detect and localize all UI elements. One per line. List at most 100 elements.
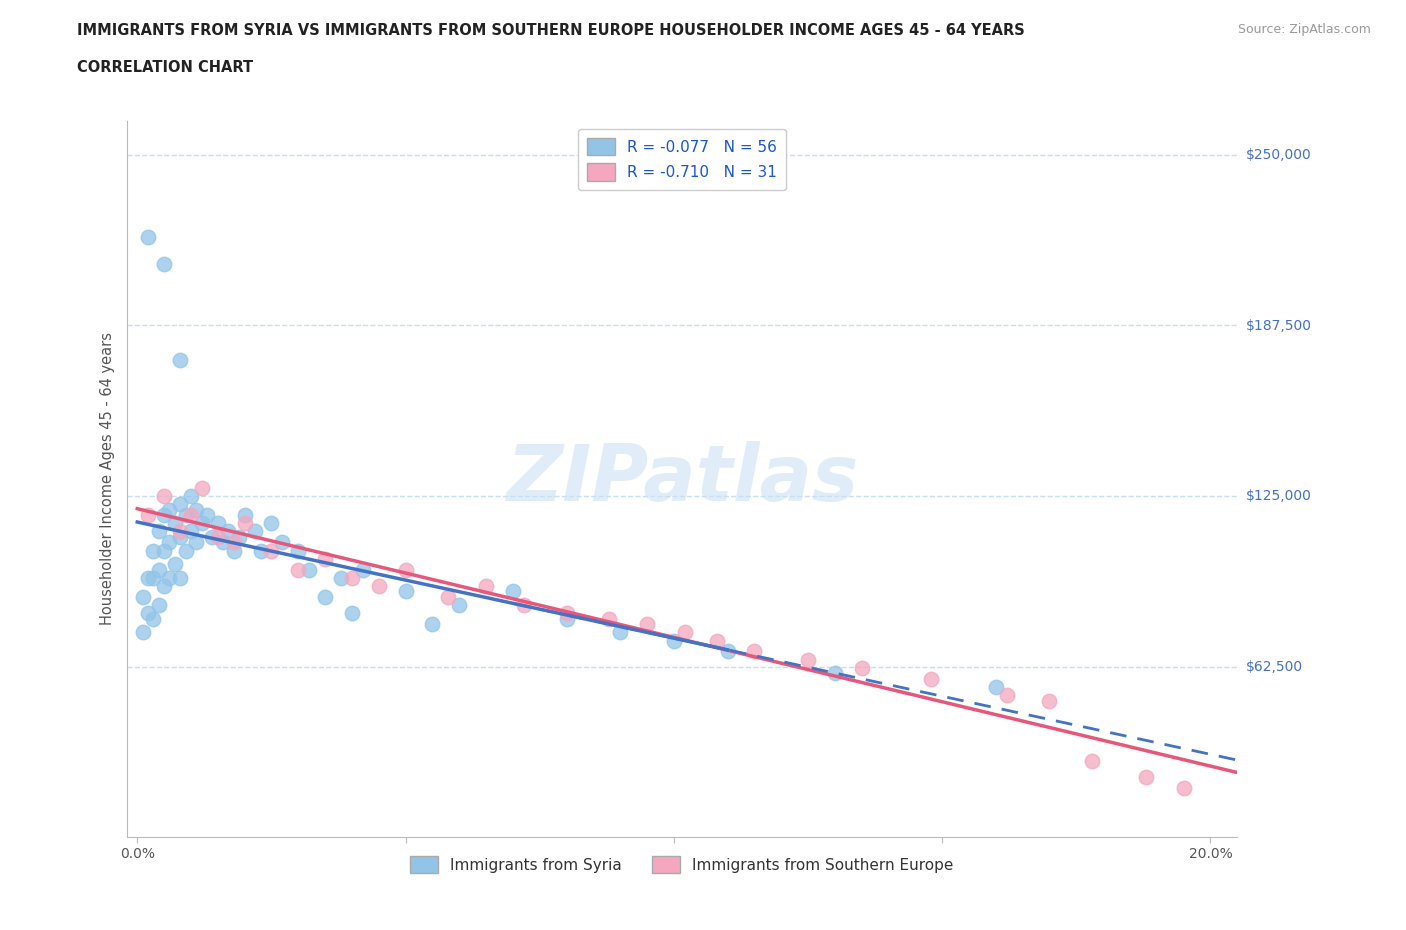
Text: $62,500: $62,500 — [1246, 659, 1303, 673]
Point — [218, 524, 240, 538]
Point — [340, 605, 363, 620]
Text: CORRELATION CHART: CORRELATION CHART — [77, 60, 253, 75]
Point — [716, 644, 738, 659]
Point — [1038, 693, 1060, 708]
Point — [228, 529, 250, 544]
Point — [136, 570, 159, 585]
Point — [673, 625, 696, 640]
Point — [298, 563, 321, 578]
Text: IMMIGRANTS FROM SYRIA VS IMMIGRANTS FROM SOUTHERN EUROPE HOUSEHOLDER INCOME AGES: IMMIGRANTS FROM SYRIA VS IMMIGRANTS FROM… — [77, 23, 1025, 38]
Point — [1081, 753, 1104, 768]
Point — [260, 516, 283, 531]
Point — [1135, 769, 1157, 784]
Point — [195, 508, 218, 523]
Text: $187,500: $187,500 — [1246, 318, 1312, 333]
Point — [136, 508, 159, 523]
Point — [314, 551, 336, 566]
Point — [512, 598, 534, 613]
Point — [314, 590, 336, 604]
Point — [744, 644, 766, 659]
Point — [367, 578, 389, 593]
Point — [148, 524, 170, 538]
Point — [920, 671, 942, 686]
Text: $250,000: $250,000 — [1246, 148, 1312, 162]
Point — [169, 529, 191, 544]
Text: Source: ZipAtlas.com: Source: ZipAtlas.com — [1237, 23, 1371, 36]
Point — [271, 535, 294, 550]
Point — [201, 529, 224, 544]
Point — [287, 563, 309, 578]
Point — [394, 584, 416, 599]
Point — [153, 508, 176, 523]
Point — [169, 352, 191, 367]
Point — [186, 535, 208, 550]
Text: $125,000: $125,000 — [1246, 489, 1312, 503]
Legend: Immigrants from Syria, Immigrants from Southern Europe: Immigrants from Syria, Immigrants from S… — [405, 850, 959, 880]
Point — [207, 529, 229, 544]
Point — [169, 497, 191, 512]
Point — [287, 543, 309, 558]
Point — [984, 680, 1007, 695]
Point — [1173, 780, 1195, 795]
Point — [159, 502, 181, 517]
Point — [212, 535, 235, 550]
Point — [851, 660, 873, 675]
Point — [136, 605, 159, 620]
Point — [159, 570, 181, 585]
Point — [153, 543, 176, 558]
Point — [555, 605, 578, 620]
Point — [422, 617, 444, 631]
Point — [190, 481, 212, 496]
Point — [502, 584, 524, 599]
Point — [169, 570, 191, 585]
Point — [148, 563, 170, 578]
Point — [340, 570, 363, 585]
Point — [169, 524, 191, 538]
Point — [180, 508, 202, 523]
Point — [233, 508, 256, 523]
Point — [609, 625, 631, 640]
Point — [249, 543, 271, 558]
Point — [797, 652, 820, 667]
Point — [330, 570, 353, 585]
Y-axis label: Householder Income Ages 45 - 64 years: Householder Income Ages 45 - 64 years — [100, 332, 115, 626]
Point — [131, 590, 153, 604]
Point — [995, 687, 1018, 702]
Point — [163, 557, 186, 572]
Point — [142, 611, 165, 626]
Point — [180, 524, 202, 538]
Point — [207, 516, 229, 531]
Point — [159, 535, 181, 550]
Point — [824, 666, 846, 681]
Point — [222, 535, 245, 550]
Point — [245, 524, 267, 538]
Point — [186, 502, 208, 517]
Point — [706, 633, 728, 648]
Point — [475, 578, 498, 593]
Point — [222, 543, 245, 558]
Point — [163, 516, 186, 531]
Text: ZIPatlas: ZIPatlas — [506, 441, 858, 517]
Point — [190, 516, 212, 531]
Point — [142, 543, 165, 558]
Point — [180, 488, 202, 503]
Point — [136, 230, 159, 245]
Point — [153, 257, 176, 272]
Point — [233, 516, 256, 531]
Point — [555, 611, 578, 626]
Point — [142, 570, 165, 585]
Point — [662, 633, 685, 648]
Point — [153, 578, 176, 593]
Point — [174, 508, 197, 523]
Point — [394, 563, 416, 578]
Point — [598, 611, 620, 626]
Point — [131, 625, 153, 640]
Point — [260, 543, 283, 558]
Point — [636, 617, 658, 631]
Point — [352, 563, 374, 578]
Point — [148, 598, 170, 613]
Point — [174, 543, 197, 558]
Point — [153, 488, 176, 503]
Point — [437, 590, 460, 604]
Point — [449, 598, 471, 613]
